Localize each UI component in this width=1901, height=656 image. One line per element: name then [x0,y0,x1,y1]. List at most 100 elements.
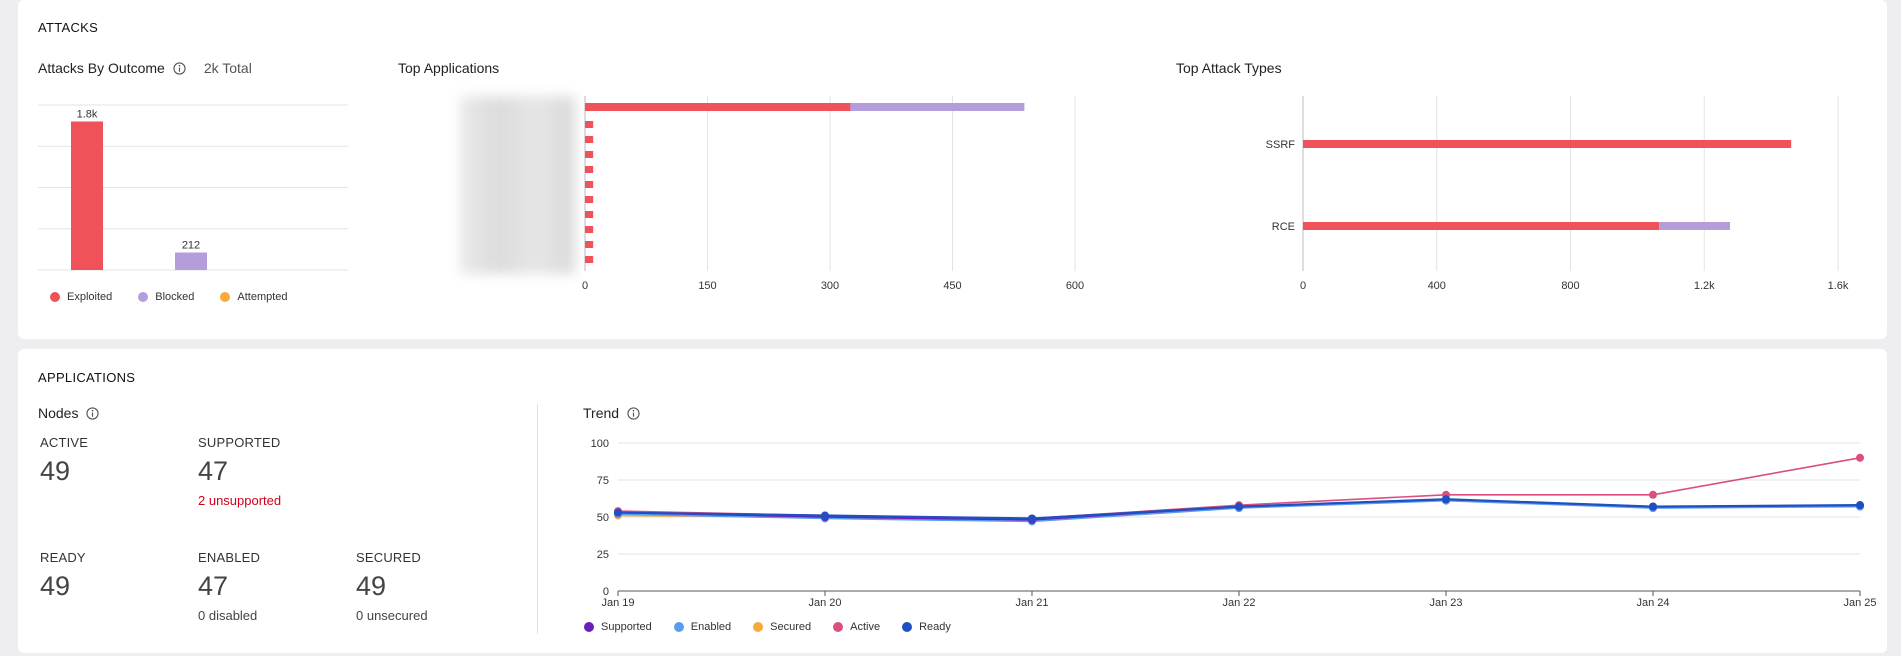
legend-label: Supported [601,621,652,633]
x-tick-label: Jan 25 [1843,597,1876,607]
y-tick-label: 25 [597,549,609,561]
stat-enabled: ENABLED 47 0 disabled [198,550,260,623]
legend-item[interactable]: Ready [902,621,951,633]
legend-dot [138,292,149,302]
trend-title: Trend [583,405,640,421]
attacks-section-title: ATTACKS [38,20,99,35]
point-ready [1856,501,1864,510]
point-ready [1442,495,1450,504]
bar-exploited [585,181,594,188]
legend-dot [584,622,594,632]
x-tick-label: 800 [1561,280,1579,292]
top-attack-types-title: Top Attack Types [1176,60,1282,76]
top-applications-title: Top Applications [398,60,500,76]
x-tick-label: 1.2k [1694,280,1715,292]
attacks-by-outcome-legend: Exploited Blocked Attempted [50,291,288,303]
stat-ready: READY 49 [40,550,86,602]
y-tick-label: SSRF [1266,139,1296,151]
point-active [1649,490,1657,499]
info-icon[interactable] [173,61,186,75]
legend-label: Exploited [67,291,113,303]
trend-chart: 0 25 50 75 100 Jan 19 Jan 20 Jan 21 Jan 22 Jan 23… [591,438,1877,607]
y-tick-label: 50 [597,512,609,524]
applications-section-title: APPLICATIONS [38,370,136,385]
point-ready [1649,502,1657,511]
bar-exploited [71,121,103,270]
point-ready [1028,514,1036,523]
stat-value: 47 [198,456,229,486]
point-ready [821,511,829,520]
legend-dot [833,622,844,632]
bar-exploited [585,256,594,263]
legend-item[interactable]: Supported [584,621,652,633]
x-tick-label: Jan 21 [1015,597,1048,607]
bar-exploited [585,136,594,143]
stat-label: SECURED [356,550,421,565]
x-tick-label: Jan 19 [601,597,634,607]
bar-blocked [1659,222,1730,230]
x-tick-label: 0 [1300,280,1306,292]
legend-item[interactable]: Blocked [138,291,194,303]
attacks-by-outcome-title: Attacks By Outcome 2k Total [38,60,252,76]
x-tick-label: 600 [1066,280,1084,292]
data-label: 212 [182,240,200,252]
stat-label: ENABLED [198,550,261,565]
x-tick-label: 450 [943,280,961,292]
x-tick-label: 1.6k [1828,280,1849,292]
nodes-title: Nodes [38,405,100,421]
bar-exploited [1303,140,1792,148]
stat-active: ACTIVE 49 [40,435,88,487]
y-tick-label: RCE [1272,221,1295,233]
nodes-label: Nodes [38,405,79,421]
point-ready [1235,502,1243,511]
stat-label: SUPPORTED [198,435,281,450]
legend-label: Ready [919,621,951,633]
stat-sub-unsupported[interactable]: 2 unsupported [198,493,282,508]
stat-supported: SUPPORTED 47 2 unsupported [198,435,281,508]
trend-label: Trend [583,405,620,421]
point-ready [614,508,622,517]
x-tick-label: Jan 24 [1636,597,1669,607]
redacted-app-names [460,96,575,274]
legend-dot [902,622,913,632]
info-icon[interactable] [86,406,100,420]
point-active [1856,453,1864,462]
y-tick-label: 100 [591,438,609,450]
y-tick-label: 75 [597,475,609,487]
stat-sub-disabled: 0 disabled [198,608,258,623]
legend-dot [220,292,231,302]
legend-label: Enabled [690,621,732,633]
legend-item[interactable]: Exploited [50,291,112,303]
y-tick-label: 0 [603,586,609,598]
legend-item[interactable]: Enabled [673,621,732,633]
legend-label: Attempted [237,291,288,303]
x-tick-label: 0 [582,280,588,292]
info-icon[interactable] [627,406,640,420]
stat-value: 49 [356,571,387,601]
stat-label: ACTIVE [40,435,89,450]
x-tick-label: Jan 22 [1222,597,1255,607]
legend-dot [753,622,764,632]
bar-exploited [585,121,594,128]
legend-label: Secured [770,621,812,633]
stat-value: 47 [198,571,229,601]
applications-card: APPLICATIONS Nodes ACTIVE 49 SUPPORTED 4… [18,349,1887,653]
top-attack-types-chart: 0 400 800 1.2k 1.6k SSRF RCE [1266,96,1849,292]
bar-exploited [585,241,594,248]
legend-item[interactable]: Active [833,621,880,633]
bar-exploited [585,211,594,218]
attacks-by-outcome-chart: 1.8k 212 [38,104,348,271]
bar-exploited [585,166,594,173]
bar-blocked [850,103,1025,111]
bar-exploited [585,103,851,111]
x-tick-label: Jan 23 [1429,597,1462,607]
attacks-by-outcome-label: Attacks By Outcome [38,60,165,76]
stat-label: READY [40,550,86,565]
bar-blocked [175,252,207,270]
stat-sub-unsecured: 0 unsecured [356,608,428,623]
legend-item[interactable]: Secured [753,621,811,633]
legend-item[interactable]: Attempted [220,291,288,303]
x-tick-label: Jan 20 [808,597,841,607]
bar-exploited [1303,222,1660,230]
x-tick-label: 400 [1428,280,1446,292]
